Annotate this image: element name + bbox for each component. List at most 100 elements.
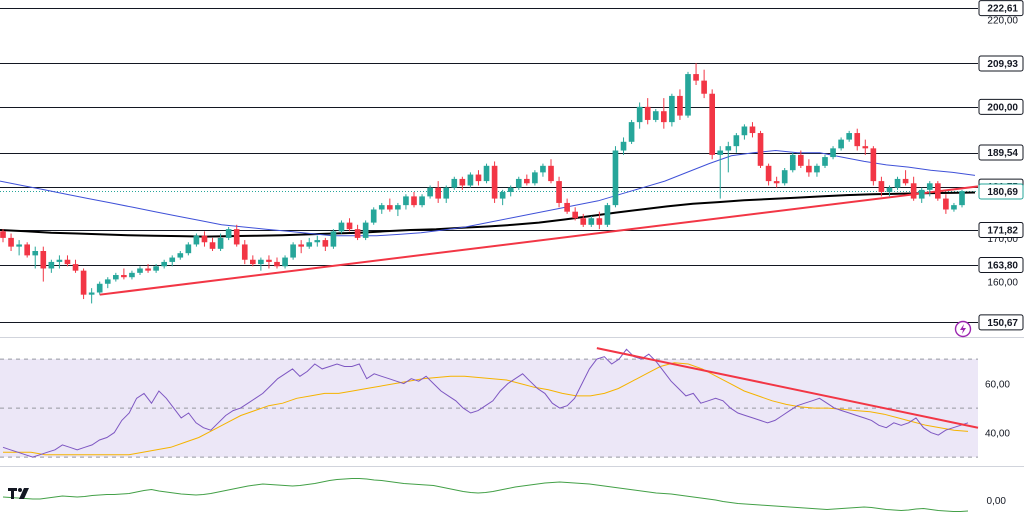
candle-body	[467, 174, 474, 186]
candle-body	[129, 272, 135, 278]
candle-body	[701, 80, 707, 94]
candle-body	[290, 244, 296, 258]
candle-body	[918, 189, 925, 199]
candle-body	[588, 218, 595, 225]
level-label-box	[978, 256, 1024, 273]
candle-body	[427, 187, 433, 197]
candle-body	[515, 178, 522, 188]
candle-body	[387, 205, 393, 210]
oscillator-panel[interactable]	[2, 478, 969, 512]
candle-body	[540, 165, 546, 173]
candle-body	[556, 181, 562, 203]
moving-average-black	[0, 191, 976, 238]
candle-body	[773, 181, 780, 184]
candle-body	[636, 106, 643, 123]
candle-body	[121, 275, 127, 278]
candle-body	[225, 229, 232, 238]
candle-body	[451, 178, 458, 188]
candle-body	[709, 93, 715, 155]
candle-body	[64, 259, 71, 265]
candle-body	[749, 126, 756, 134]
oscillator-line	[2, 478, 969, 512]
candle-body	[886, 187, 893, 193]
candle-body	[378, 205, 385, 210]
candle-body	[548, 165, 554, 182]
candle-body	[282, 257, 288, 267]
candle-body	[8, 237, 14, 247]
oscillator-axis-tick: 0,00	[987, 496, 1007, 507]
last-price-label: 180,69	[987, 187, 1018, 198]
level-label: 150,67	[987, 318, 1018, 329]
candle-body	[854, 133, 861, 147]
price-axis[interactable]: 220,00200,00170,00160,00222,61209,93200,…	[978, 0, 1024, 507]
candle-body	[644, 106, 651, 120]
candle-body	[564, 202, 570, 212]
level-label: 222,61	[987, 4, 1018, 15]
candle-body	[32, 251, 39, 256]
candle-body	[822, 157, 828, 166]
candle-body	[862, 146, 869, 149]
candle-body	[250, 259, 256, 265]
price-panel[interactable]	[0, 8, 1024, 467]
candle-body	[814, 165, 820, 173]
candle-body	[411, 196, 417, 206]
lightning-alert-icon[interactable]	[954, 320, 972, 338]
candle-body	[177, 253, 184, 258]
candle-body	[370, 209, 377, 223]
candle-body	[56, 259, 63, 262]
level-label: 163,80	[987, 260, 1018, 271]
candle-body	[572, 211, 578, 219]
rsi-signal-line	[3, 362, 969, 456]
candle-body	[910, 183, 917, 199]
candle-body	[669, 95, 675, 123]
candle-body	[612, 150, 619, 206]
candle-body	[96, 283, 103, 293]
candle-body	[620, 141, 627, 151]
candle-body	[951, 205, 957, 210]
candle-body	[717, 150, 724, 155]
candle-body	[507, 187, 514, 193]
candle-body	[894, 178, 901, 188]
candle-body	[217, 237, 224, 249]
candle-body	[483, 165, 490, 182]
candle-body	[765, 165, 772, 182]
candle-body	[830, 148, 836, 158]
level-label: 200,00	[987, 102, 1018, 113]
candle-body	[145, 268, 151, 271]
candle-body	[628, 122, 635, 142]
candle-body	[330, 231, 337, 247]
candle-body	[798, 154, 804, 166]
level-label-box	[978, 221, 1024, 238]
candle-body	[403, 196, 409, 206]
candle-body	[419, 196, 425, 206]
tradingview-logo	[8, 488, 29, 499]
level-label: 209,93	[987, 59, 1018, 70]
candle-body	[491, 165, 498, 199]
level-label-box	[978, 314, 1024, 331]
candle-body	[532, 172, 538, 184]
price-axis-tick: 160,00	[987, 278, 1018, 289]
price-axis-tick: 170,00	[987, 234, 1018, 245]
candle-body	[733, 135, 740, 147]
rsi-axis-tick: 40,00	[985, 429, 1010, 440]
level-label-box	[978, 55, 1024, 72]
candle-body	[201, 235, 208, 243]
level-label-box	[978, 144, 1024, 161]
candle-body	[104, 279, 111, 284]
candle-body	[902, 178, 909, 184]
candle-body	[838, 139, 844, 149]
candle-body	[16, 244, 22, 247]
last-price-badge	[978, 183, 1024, 200]
candle-body	[693, 74, 699, 81]
candle-body	[781, 170, 788, 184]
candle-body	[878, 181, 885, 193]
candle-body	[209, 242, 216, 249]
moving-average-blue	[0, 149, 976, 237]
candle-body	[241, 244, 248, 260]
rsi-panel[interactable]	[0, 347, 979, 458]
candle-body	[596, 218, 603, 225]
rsi-axis-tick: 60,00	[985, 380, 1010, 391]
candle-body	[80, 270, 87, 295]
candle-body	[161, 261, 167, 267]
